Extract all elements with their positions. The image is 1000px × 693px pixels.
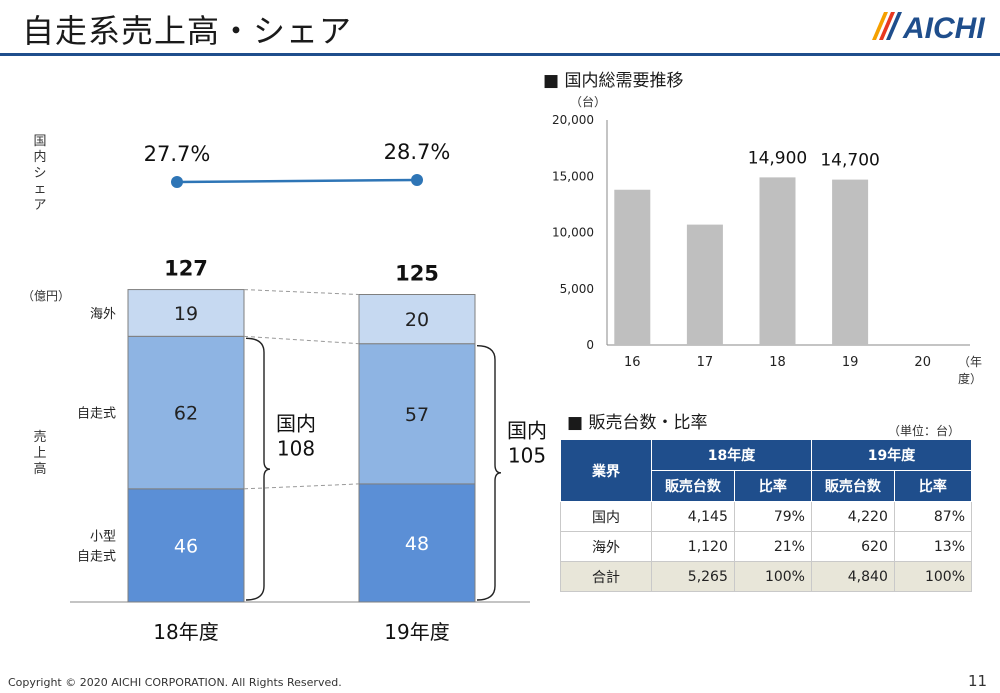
bar-segment-overseas [127, 289, 245, 337]
domestic-label: 国内 [507, 419, 547, 443]
row-label: 海外 [560, 531, 652, 562]
segment-value-label: 48 [405, 533, 429, 555]
demand-x-tick: 18 [769, 355, 786, 370]
table-cell: 21% [733, 531, 812, 562]
demand-y-tick: 5,000 [560, 282, 594, 296]
table-cell: 4,220 [810, 501, 895, 532]
demand-chart: 20,000 15,000 10,000 5,000 0 16 17 18 14,900 19 14… [552, 113, 970, 370]
table-row: 国内 4,145 79% 4,220 87% [560, 501, 973, 532]
slide-title: 自走系売上高・シェア [22, 12, 353, 50]
demand-bar [614, 189, 651, 345]
units-heading: ■ 販売台数・比率 [567, 413, 708, 433]
category-label: 自走式 [77, 407, 116, 422]
segment-value-label: 20 [405, 309, 429, 331]
logo-text: AICHI [902, 12, 985, 42]
share-value-label: 27.7% [144, 142, 211, 166]
subheader-ratio-18: 比率 [733, 470, 812, 502]
header-industry: 業界 [560, 439, 652, 502]
demand-data-label: 14,700 [820, 151, 879, 171]
category-label: 海外 [90, 307, 116, 322]
subheader-ratio-19: 比率 [893, 470, 973, 502]
units-unit-note: （単位：台） [888, 424, 961, 438]
demand-unit: （台） [570, 95, 607, 109]
demand-x-unit: （年度） [958, 355, 983, 386]
category-label: 小型 [90, 529, 116, 544]
demand-y-tick: 10,000 [552, 226, 594, 240]
demand-x-tick: 16 [624, 355, 641, 370]
sales-axis-label: 売上高 [33, 430, 47, 477]
units-table: 業界 18年度 19年度 販売台数 比率 販売台数 比率 国内 4,145 79… [560, 439, 973, 592]
subheader-units-18: 販売台数 [651, 470, 735, 502]
sales-unit-label: （億円） [22, 289, 71, 303]
bar-segment-compact [358, 483, 476, 603]
demand-x-tick: 20 [914, 355, 931, 370]
connector-dash [243, 289, 360, 295]
row-label: 国内 [560, 501, 652, 532]
demand-y-tick: 15,000 [552, 169, 594, 183]
table-cell: 620 [810, 531, 895, 562]
connector-dash [243, 335, 360, 345]
header-year-18: 18年度 [651, 439, 812, 471]
subheader-units-19: 販売台数 [810, 470, 895, 502]
logo-stripes-icon [872, 12, 902, 40]
category-label: 自走式 [77, 549, 116, 564]
domestic-label: 105 [508, 444, 546, 468]
segment-value-label: 57 [405, 404, 429, 426]
aichi-logo: AICHI [872, 12, 985, 42]
share-value-label: 28.7% [384, 140, 451, 164]
table-row: 海外 1,120 21% 620 13% [560, 531, 973, 562]
bar-segment-self-propelled [358, 343, 476, 485]
table-cell: 5,265 [651, 561, 735, 592]
share-line [176, 178, 418, 184]
header-year-19: 19年度 [810, 439, 973, 471]
bar-segment-overseas [358, 294, 476, 345]
bar-category-label: 18年度 [153, 620, 218, 644]
sales-chart: 46621912718年度48572012519年度海外自走式小型自走式国内10… [70, 140, 547, 644]
bar-total-label: 127 [164, 257, 208, 281]
demand-heading: ■ 国内総需要推移 [543, 71, 684, 91]
copyright: Copyright © 2020 AICHI CORPORATION. All … [8, 676, 342, 689]
share-axis-label: 国内シェア [33, 134, 47, 213]
share-point [411, 174, 423, 186]
table-cell: 100% [733, 561, 812, 592]
demand-bar [832, 179, 869, 345]
table-cell: 100% [893, 561, 973, 592]
title-rule [0, 53, 1000, 56]
bar-category-label: 19年度 [384, 620, 449, 644]
segment-value-label: 62 [174, 403, 198, 425]
table-cell: 87% [893, 501, 973, 532]
table-row-total: 合計 5,265 100% 4,840 100% [560, 561, 973, 592]
demand-data-label: 14,900 [748, 148, 807, 168]
table-cell: 79% [733, 501, 812, 532]
table-cell: 13% [893, 531, 973, 562]
share-point [171, 176, 183, 188]
table-cell: 4,840 [810, 561, 895, 592]
domestic-label: 108 [277, 436, 315, 460]
table-cell: 1,120 [651, 531, 735, 562]
page-number: 11 [968, 672, 988, 690]
domestic-brace [476, 345, 502, 601]
segment-value-label: 19 [174, 303, 198, 325]
demand-x-tick: 19 [842, 355, 859, 370]
demand-bar [686, 224, 723, 345]
bar-total-label: 125 [395, 262, 439, 286]
domestic-label: 国内 [276, 411, 316, 435]
table-cell: 4,145 [651, 501, 735, 532]
domestic-brace [245, 337, 271, 601]
row-label: 合計 [560, 561, 652, 592]
demand-bar [759, 177, 796, 345]
demand-y-tick: 0 [586, 338, 594, 352]
demand-x-tick: 17 [697, 355, 714, 370]
connector-dash [243, 483, 360, 490]
demand-y-tick: 20,000 [552, 113, 594, 127]
segment-value-label: 46 [174, 535, 198, 557]
